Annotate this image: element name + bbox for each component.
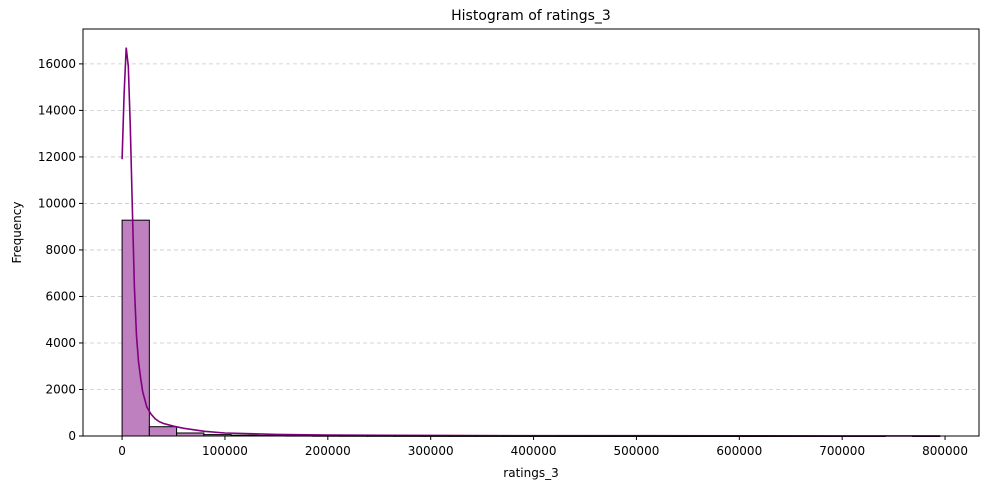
histogram-bars bbox=[121, 219, 941, 437]
y-tick-label: 4000 bbox=[45, 336, 76, 350]
x-tick-label: 500000 bbox=[614, 444, 660, 458]
y-tick-label: 8000 bbox=[45, 243, 76, 257]
y-axis-ticks: 0 2000 4000 6000 8000 10000 12000 14000 16000 bbox=[38, 57, 83, 443]
x-tick-label: 600000 bbox=[716, 444, 762, 458]
x-axis-ticks: 0 100000 200000 300000 400000 500000 600000 700… bbox=[118, 436, 968, 458]
x-tick-label: 200000 bbox=[305, 444, 351, 458]
x-tick-label: 700000 bbox=[819, 444, 865, 458]
chart-title: Histogram of ratings_3 bbox=[451, 8, 611, 24]
y-tick-label: 2000 bbox=[45, 382, 76, 396]
x-axis-label: ratings_3 bbox=[503, 466, 558, 480]
kde-curve-layer bbox=[121, 47, 940, 437]
histogram-bar bbox=[148, 426, 178, 437]
y-axis-label: Frequency bbox=[10, 202, 24, 264]
kde-line bbox=[121, 47, 940, 437]
x-tick-label: 0 bbox=[118, 444, 126, 458]
y-tick-label: 16000 bbox=[38, 57, 76, 71]
x-tick-label: 100000 bbox=[202, 444, 248, 458]
x-tick-label: 400000 bbox=[511, 444, 557, 458]
y-tick-label: 10000 bbox=[38, 196, 76, 210]
y-tick-label: 14000 bbox=[38, 103, 76, 117]
plot-frame bbox=[82, 28, 980, 437]
y-tick-label: 12000 bbox=[38, 150, 76, 164]
grid-lines bbox=[83, 63, 979, 437]
y-tick-label: 6000 bbox=[45, 289, 76, 303]
x-tick-label: 800000 bbox=[922, 444, 968, 458]
x-tick-label: 300000 bbox=[408, 444, 454, 458]
y-tick-label: 0 bbox=[68, 429, 76, 443]
